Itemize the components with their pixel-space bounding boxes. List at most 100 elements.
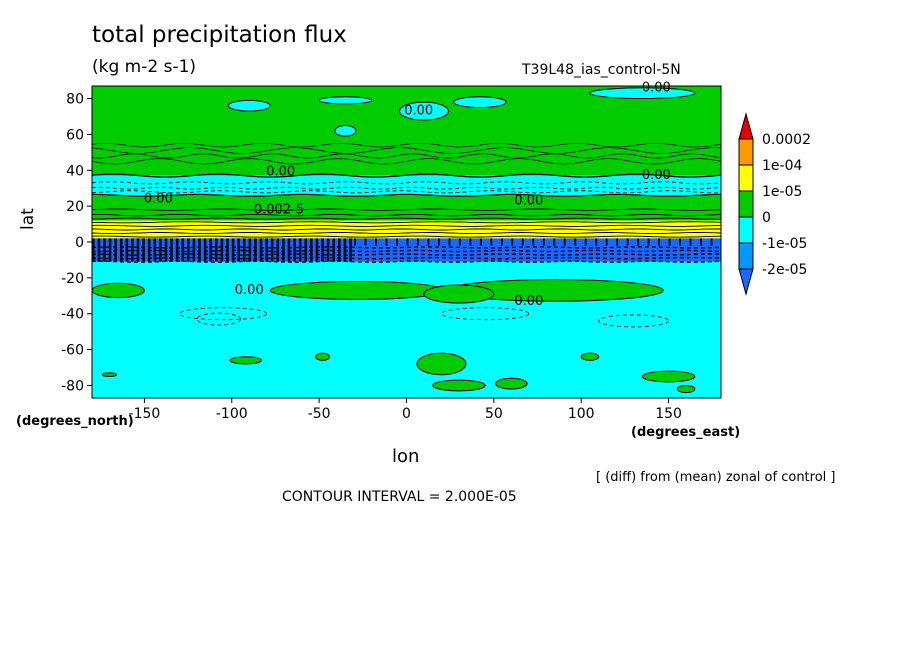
- colorbar-label: 1e-04: [762, 158, 802, 174]
- hatch-mark: [626, 238, 629, 246]
- hatch-mark: [469, 238, 472, 246]
- hatch-mark: [226, 238, 229, 262]
- hatch-mark: [170, 238, 173, 262]
- hatch-mark: [287, 238, 291, 262]
- hatch-mark: [231, 238, 235, 262]
- y-axis-caption: (degrees_north): [16, 414, 134, 429]
- x-tick-label: -50: [308, 406, 331, 422]
- hatch-mark: [605, 238, 608, 246]
- contour-label: 0.00: [144, 192, 173, 207]
- contour-line: [92, 213, 721, 217]
- contour-label: 0.00: [404, 104, 433, 119]
- hatch-mark: [321, 238, 324, 262]
- hatch-mark: [136, 238, 140, 262]
- hatch-mark: [500, 238, 503, 246]
- x-axis-caption: (degrees_east): [631, 425, 741, 440]
- field-patch: [580, 352, 600, 361]
- hatch-mark: [282, 238, 285, 262]
- contour-line: [196, 312, 241, 326]
- field-patch: [676, 384, 696, 394]
- field-patch: [416, 352, 467, 376]
- hatch-mark: [595, 238, 598, 246]
- contour-line: [92, 181, 721, 185]
- y-tick-label: 40: [66, 163, 84, 179]
- hatch-mark: [700, 238, 703, 246]
- contour-label: 0.00: [266, 165, 295, 180]
- hatch-mark: [689, 238, 692, 246]
- hatch-mark: [616, 238, 619, 246]
- hatch-mark: [203, 238, 207, 262]
- field-patch: [432, 379, 486, 392]
- hatch-mark: [298, 238, 302, 262]
- hatch-mark: [175, 238, 179, 262]
- hatch-mark: [97, 238, 101, 262]
- contour-line: [92, 208, 721, 211]
- contour-line: [92, 232, 721, 235]
- hatch-mark: [92, 238, 95, 262]
- hatch-mark: [710, 238, 713, 246]
- diff-note: [ (diff) from (mean) zonal of control ]: [596, 470, 836, 485]
- hatch-mark: [364, 238, 367, 246]
- contour-line: [92, 235, 721, 238]
- contour-line: [178, 307, 268, 321]
- contour-label: 0.00: [514, 294, 543, 309]
- field-band: [92, 86, 721, 176]
- hatch-mark: [209, 238, 213, 262]
- hatch-mark: [406, 238, 409, 246]
- contour-line: [92, 228, 721, 231]
- hatch-mark: [658, 238, 661, 246]
- hatch-mark: [103, 238, 106, 262]
- hatch-mark: [542, 238, 545, 246]
- hatch-mark: [304, 238, 308, 262]
- hatch-mark: [437, 238, 440, 246]
- hatch-mark: [276, 238, 280, 262]
- hatch-mark: [584, 238, 587, 246]
- contour-line: [92, 147, 721, 154]
- field-patch: [101, 372, 117, 377]
- colorbar-swatch: [738, 216, 754, 244]
- hatch-mark: [385, 238, 388, 246]
- field-patch: [92, 282, 145, 299]
- y-tick-label: -60: [61, 343, 84, 359]
- hatch-mark: [215, 238, 218, 262]
- colorbar-arrow-bottom: [738, 268, 754, 296]
- field-patch: [453, 96, 507, 109]
- hatch-mark: [343, 238, 347, 262]
- hatch-mark: [427, 238, 430, 246]
- hatch-mark: [259, 238, 263, 262]
- contour-line: [92, 158, 721, 165]
- hatch-mark: [354, 238, 357, 246]
- hatch-mark: [220, 238, 224, 262]
- hatch-mark: [315, 238, 319, 262]
- hatch-mark: [181, 238, 185, 262]
- hatch-mark: [490, 238, 493, 246]
- colorbar-label: 1e-05: [762, 184, 802, 200]
- contour-line: [92, 217, 721, 220]
- hatch-mark: [332, 238, 336, 262]
- colorbar-label: 0.0002: [762, 132, 811, 148]
- contour-line: [92, 153, 721, 159]
- hatch-mark: [338, 238, 341, 262]
- hatch-mark: [679, 238, 682, 246]
- contour-line: [92, 186, 721, 190]
- contour-line: [92, 143, 721, 148]
- hatch-mark: [416, 238, 419, 246]
- hatch-mark: [349, 238, 352, 262]
- hatch-mark: [187, 238, 190, 262]
- hatch-mark: [142, 238, 145, 262]
- field-patch: [495, 377, 528, 390]
- colorbar-swatch: [738, 242, 754, 270]
- y-tick-label: 0: [75, 235, 84, 251]
- x-tick-label: 50: [485, 406, 503, 422]
- x-tick-label: 0: [402, 406, 411, 422]
- field-patch: [589, 87, 696, 100]
- hatch-mark: [164, 238, 168, 262]
- field-band: [92, 175, 721, 196]
- colorbar-swatch: [738, 190, 754, 218]
- x-tick-label: -150: [129, 406, 161, 422]
- field-patch: [334, 124, 357, 137]
- hatch-mark: [553, 238, 556, 246]
- colorbar-label: -2e-05: [762, 262, 807, 278]
- field-patch: [423, 284, 495, 304]
